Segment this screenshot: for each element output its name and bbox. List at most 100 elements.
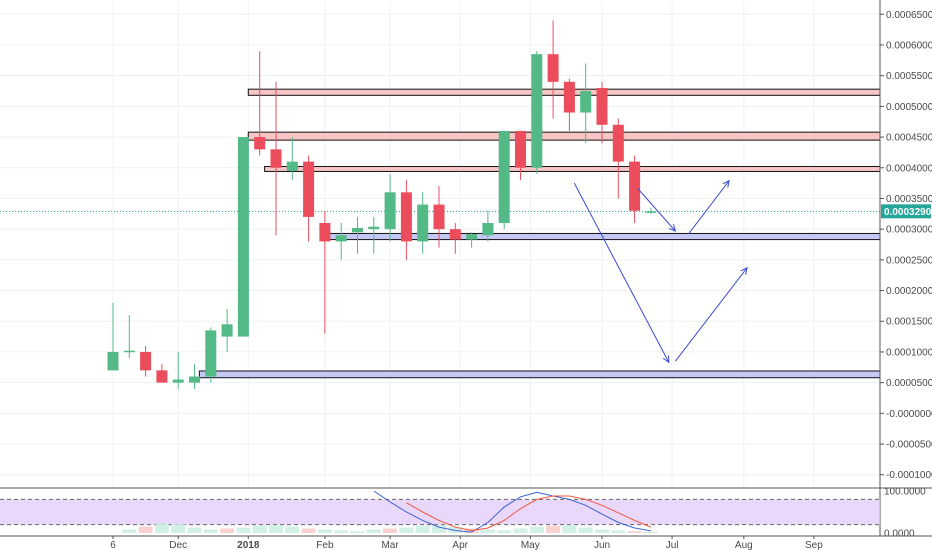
projection-arrow (573, 182, 670, 363)
indicator-tick-label: 100.0000 (884, 487, 926, 498)
time-tick-label: May (521, 540, 540, 550)
volume-histogram-bar (138, 526, 153, 533)
candle-body (286, 161, 298, 171)
volume-histogram-bar (432, 524, 446, 533)
candle-body (335, 235, 347, 242)
candle-body (498, 130, 510, 224)
candle-body (515, 130, 526, 168)
time-tick-label: Jun (594, 540, 610, 550)
arrow-head (668, 224, 677, 232)
candle-body (221, 324, 233, 337)
arrow-head (740, 266, 748, 275)
candle-body (303, 161, 315, 217)
volume-histogram-bar (236, 527, 251, 533)
time-tick-label: 2018 (237, 540, 260, 550)
candle-body (580, 91, 592, 113)
projection-arrows (573, 179, 748, 364)
projection-arrow (674, 267, 748, 362)
volume-histogram-bar (627, 531, 642, 533)
stochastic-indicator-pane: 100.0000 0.0000 (0, 487, 932, 540)
volume-histogram-bar (595, 529, 609, 533)
candle-body (531, 54, 543, 168)
time-tick-label: Mar (381, 540, 399, 550)
volume-histogram-bar (122, 529, 137, 533)
volume-histogram-bar (578, 527, 593, 533)
candle-body (352, 227, 363, 233)
price-tick-label: 0.00005000 (886, 378, 932, 389)
resistance-zone (247, 131, 881, 141)
volume-histogram-bar (448, 526, 463, 533)
price-tick-label: -0.00000000 (886, 409, 932, 420)
candle-body (563, 81, 575, 113)
indicator-tick-label: 0.0000 (884, 529, 915, 540)
volume-histogram-bar (366, 529, 381, 533)
candle-body (319, 223, 331, 242)
volume-histogram-bar (480, 529, 495, 533)
candle-body (107, 351, 119, 371)
volume-histogram-bar (187, 527, 202, 533)
volume-histogram-bar (611, 530, 626, 533)
candles (107, 20, 657, 389)
volume-histogram-bar (334, 530, 349, 533)
time-tick-label: Sep (805, 540, 823, 550)
grid (0, 2, 880, 487)
candle-body (123, 350, 135, 353)
candle-body (417, 204, 429, 242)
projection-arrow (637, 188, 676, 232)
time-tick-label: Jul (666, 540, 679, 550)
volume-histogram-bar (203, 529, 218, 533)
candle-body (629, 161, 641, 211)
volume-histogram-bar (285, 526, 300, 533)
volume-histogram-bar (643, 531, 658, 533)
volume-histogram-bar (317, 529, 332, 533)
candle-body (596, 87, 608, 125)
volume-histogram-bar (399, 527, 414, 533)
price-tick-label: -0.00005000 (886, 440, 932, 451)
time-tick-label: Apr (452, 540, 468, 550)
volume-histogram-bar (513, 528, 528, 533)
candle-body (205, 330, 217, 377)
volume-histogram-bar (497, 530, 512, 533)
candle-body (237, 137, 249, 337)
volume-histogram-bar (546, 525, 561, 533)
candle-body (466, 234, 478, 240)
volume-histogram-bar (350, 531, 365, 533)
volume-histogram-bar (415, 525, 430, 533)
volume-histogram-bar (154, 523, 169, 533)
candle-body (449, 229, 461, 240)
volume-histogram-bar (220, 528, 235, 533)
candle-body (140, 351, 152, 371)
time-axis[interactable]: 6 Dec 2018 Feb Mar Apr May Jun Jul Aug Sep (0, 535, 932, 550)
last-price-tag-label: 0.00032902 (884, 207, 932, 218)
candle-body (482, 223, 494, 236)
candle-body (612, 124, 624, 162)
candle-body (172, 379, 184, 383)
candle-body (156, 370, 168, 383)
candle-body (547, 54, 559, 82)
arrow-head (722, 179, 730, 188)
support-zone (198, 370, 881, 379)
candle-body (254, 137, 266, 150)
volume-histogram-bar (269, 524, 283, 533)
arrow-head (662, 355, 670, 364)
candle-body (368, 226, 380, 230)
resistance-zone (264, 166, 881, 172)
volume-histogram-bar (562, 524, 577, 533)
projection-arrow (687, 180, 730, 235)
candle-body (433, 204, 445, 230)
last-price-tag: 0.00032902 (881, 204, 932, 219)
volume-histogram-bar (383, 528, 398, 533)
